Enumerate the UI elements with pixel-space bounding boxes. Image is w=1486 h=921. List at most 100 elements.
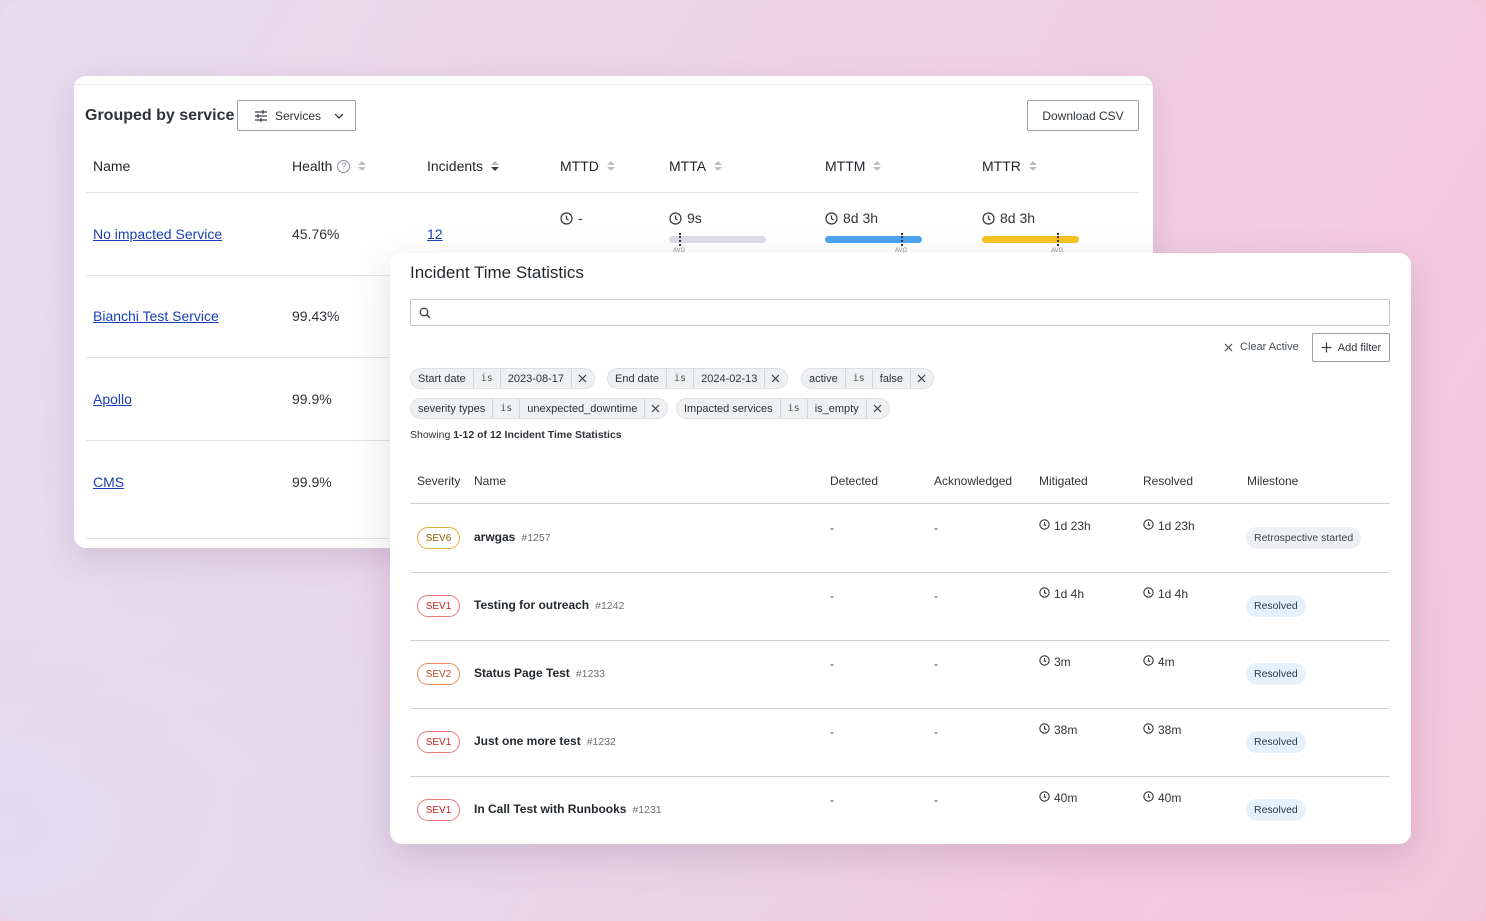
incident-number: #1257	[521, 532, 551, 544]
incident-name[interactable]: Testing for outreach #1242	[474, 598, 624, 612]
time-text: 1d 23h	[1054, 519, 1091, 533]
column-header-mttr[interactable]: MTTR	[982, 158, 1037, 174]
column-header-incidents[interactable]: Incidents	[427, 158, 500, 174]
column-header-label: Health	[292, 158, 333, 174]
column-header-name[interactable]: Name	[93, 158, 130, 174]
incident-name[interactable]: Status Page Test #1233	[474, 666, 605, 680]
milestone-badge: Resolved	[1246, 595, 1306, 617]
filter-field: Start date	[411, 369, 474, 388]
column-header-mtta[interactable]: MTTA	[669, 158, 723, 174]
sort-icon[interactable]	[873, 161, 882, 171]
incident-number: #1232	[586, 736, 616, 748]
incident-name[interactable]: arwgas #1257	[474, 530, 551, 544]
severity-badge: SEV1	[417, 595, 460, 617]
incident-name[interactable]: Just one more test #1232	[474, 734, 616, 748]
incident-title[interactable]: Status Page Test	[474, 666, 570, 680]
incident-title[interactable]: Testing for outreach	[474, 598, 590, 612]
filter-chip-impacted-services[interactable]: Impacted services is is_empty	[676, 398, 890, 419]
filter-value: unexpected_downtime	[520, 399, 646, 418]
milestone-badge: Retrospective started	[1246, 527, 1362, 549]
health-value: 99.43%	[292, 308, 340, 324]
filter-value: is_empty	[808, 399, 867, 418]
sort-icon[interactable]	[1028, 161, 1037, 171]
services-dropdown-label: Services	[275, 108, 322, 123]
column-header-acknowledged[interactable]: Acknowledged	[934, 474, 1013, 488]
detected-value: -	[830, 725, 834, 739]
incident-title[interactable]: arwgas	[474, 530, 516, 544]
service-link[interactable]: Bianchi Test Service	[93, 308, 219, 324]
clear-active-button[interactable]: Clear Active	[1224, 341, 1299, 353]
mitigated-value: 1d 4h	[1039, 587, 1084, 601]
service-link[interactable]: No impacted Service	[93, 226, 223, 242]
acknowledged-value: -	[934, 521, 938, 535]
filter-operator: is	[846, 369, 873, 388]
acknowledged-value: -	[934, 589, 938, 603]
column-header-health[interactable]: Health ?	[292, 158, 367, 174]
mttm-bar: AVG	[825, 233, 922, 254]
results-range: 1-12 of 12 Incident Time Statistics	[453, 429, 622, 441]
column-header-milestone[interactable]: Milestone	[1247, 474, 1299, 488]
severity-badge: SEV6	[417, 527, 460, 549]
column-header-resolved[interactable]: Resolved	[1143, 474, 1194, 488]
search-icon	[419, 307, 431, 319]
column-header-name[interactable]: Name	[474, 474, 507, 488]
incidents-link[interactable]: 12	[427, 226, 443, 242]
remove-filter-icon[interactable]	[911, 369, 933, 388]
remove-filter-icon[interactable]	[645, 399, 667, 418]
clock-icon	[1039, 791, 1050, 805]
filter-chip-start-date[interactable]: Start date is 2023-08-17	[410, 368, 596, 389]
avg-label: AVG	[895, 248, 908, 254]
avg-marker	[1057, 233, 1059, 246]
service-link[interactable]: CMS	[93, 474, 125, 490]
time-text: 1d 23h	[1158, 519, 1195, 533]
column-header-mttm[interactable]: MTTM	[825, 158, 882, 174]
sort-icon[interactable]	[491, 161, 500, 171]
filter-chip-end-date[interactable]: End date is 2024-02-13	[607, 368, 789, 389]
filter-operator: is	[781, 399, 808, 418]
close-icon	[1224, 343, 1233, 351]
help-icon[interactable]: ?	[337, 159, 351, 173]
panel-title: Incident Time Statistics	[410, 263, 584, 282]
column-header-severity[interactable]: Severity	[417, 474, 461, 488]
acknowledged-value: -	[934, 793, 938, 807]
filter-chip-active[interactable]: active is false	[801, 368, 935, 389]
milestone-badge: Resolved	[1246, 731, 1306, 753]
time-text: 1d 4h	[1158, 587, 1189, 601]
incident-number: #1242	[595, 600, 625, 612]
sort-icon[interactable]	[714, 161, 723, 171]
download-csv-button[interactable]: Download CSV	[1027, 100, 1139, 131]
clock-icon	[825, 211, 838, 225]
sort-icon[interactable]	[606, 161, 615, 171]
filter-value: 2024-02-13	[694, 369, 766, 388]
time-text: 1d 4h	[1054, 587, 1085, 601]
filter-chip-severity-types[interactable]: severity types is unexpected_downtime	[410, 398, 669, 419]
incident-name[interactable]: In Call Test with Runbooks #1231	[474, 802, 662, 816]
health-value: 99.9%	[292, 474, 332, 490]
filter-operator: is	[667, 369, 695, 388]
metric-text: -	[578, 210, 583, 226]
add-filter-label: Add filter	[1337, 341, 1382, 354]
mitigated-value: 40m	[1039, 791, 1077, 805]
mtta-bar: AVG	[669, 233, 766, 254]
time-text: 4m	[1158, 655, 1175, 669]
filter-sliders-icon	[255, 109, 267, 122]
remove-filter-icon[interactable]	[867, 399, 889, 418]
incident-title[interactable]: Just one more test	[474, 734, 581, 748]
incident-title[interactable]: In Call Test with Runbooks	[474, 802, 627, 816]
resolved-value: 40m	[1143, 791, 1181, 805]
column-header-mitigated[interactable]: Mitigated	[1039, 474, 1088, 488]
add-filter-button[interactable]: Add filter	[1312, 333, 1390, 362]
remove-filter-icon[interactable]	[765, 369, 787, 388]
services-dropdown[interactable]: Services	[237, 100, 356, 131]
remove-filter-icon[interactable]	[572, 369, 594, 388]
detected-value: -	[830, 793, 834, 807]
sort-icon[interactable]	[358, 161, 367, 171]
column-header-detected[interactable]: Detected	[830, 474, 879, 488]
header-divider	[410, 503, 1390, 504]
column-header-mttd[interactable]: MTTD	[560, 158, 615, 174]
service-link[interactable]: Apollo	[93, 391, 132, 407]
time-text: 40m	[1054, 791, 1078, 805]
column-header-label: MTTA	[669, 158, 707, 174]
row-divider	[410, 640, 1390, 641]
search-input[interactable]	[410, 299, 1390, 326]
